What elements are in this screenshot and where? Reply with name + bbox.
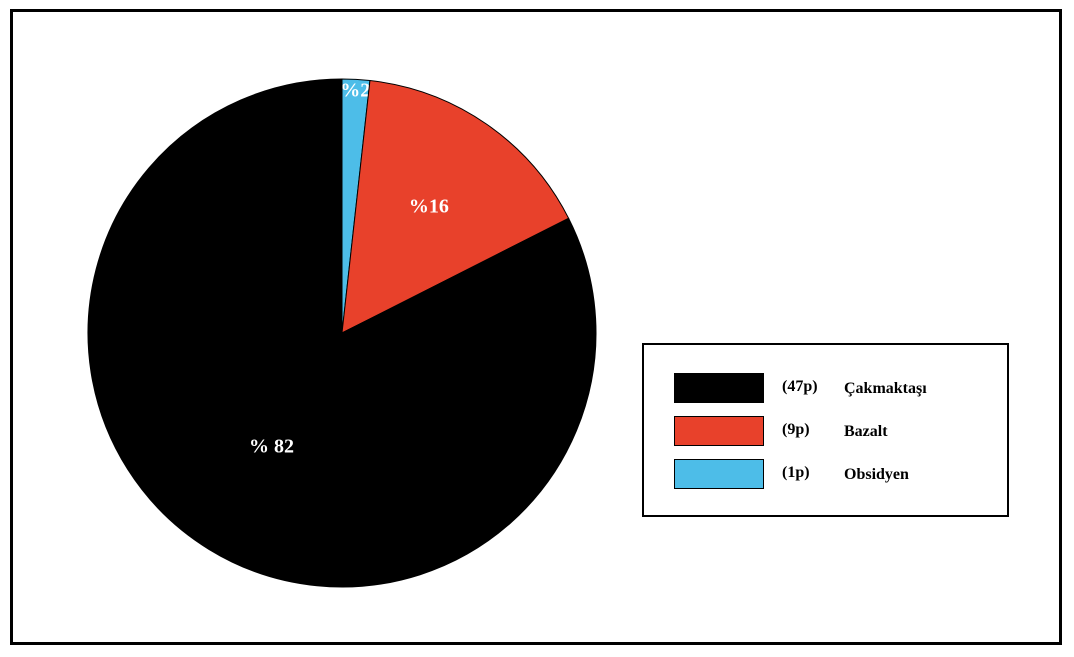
pie-slice--akmakta- <box>87 78 597 588</box>
pie-slice-bazalt <box>341 79 570 334</box>
legend-count: (1p) <box>782 464 810 481</box>
chart-frame: %2 %16 % 82 (47p) Çakmaktaşı (9p) Bazalt (… <box>10 9 1062 645</box>
legend-label: Bazalt <box>844 423 888 440</box>
legend-count: (9p) <box>782 421 810 438</box>
slice-percent-label: %2 <box>340 80 370 102</box>
legend-item-bazalt: (9p) Bazalt <box>644 416 1007 448</box>
legend-label: Çakmaktaşı <box>844 380 927 397</box>
pie-chart: %2 %16 % 82 <box>87 78 597 588</box>
legend-item-obsidyen: (1p) Obsidyen <box>644 459 1007 491</box>
slice-percent-label: % 82 <box>249 435 294 457</box>
legend-swatch <box>674 373 764 403</box>
legend: (47p) Çakmaktaşı (9p) Bazalt (1p) Obsidy… <box>642 343 1009 517</box>
legend-swatch <box>674 459 764 489</box>
legend-count: (47p) <box>782 378 818 395</box>
legend-label: Obsidyen <box>844 466 909 483</box>
slice-percent-label: %16 <box>409 195 449 217</box>
legend-item-cakmaktasi: (47p) Çakmaktaşı <box>644 373 1007 405</box>
legend-swatch <box>674 416 764 446</box>
